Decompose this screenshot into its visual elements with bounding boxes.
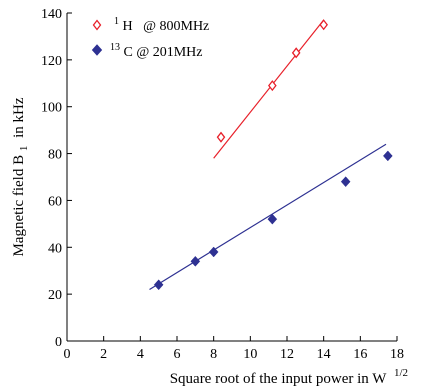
y-ticks: 0 20 40 60 80 100 120 140 (41, 7, 72, 350)
fit-line-h1 (213, 19, 325, 159)
y-axis-title-sub: 1 (18, 146, 30, 152)
legend-marker-c13 (91, 44, 103, 56)
data-point-c13 (267, 213, 278, 225)
x-tick-label: 16 (353, 347, 367, 362)
y-axis-title-unit: in kHz (11, 97, 27, 138)
legend-marker-h1 (92, 19, 102, 31)
x-tick-label: 18 (390, 347, 404, 362)
legend-item-h1: 1 H @ 800MHz (92, 13, 209, 34)
legend-text-c13: 13 C @ 201MHz (110, 39, 203, 60)
x-tick-label: 0 (64, 347, 71, 362)
data-point-c13 (382, 150, 393, 162)
x-tick-label: 6 (174, 347, 181, 362)
y-tick-label: 120 (41, 54, 62, 69)
data-point-c13 (153, 279, 164, 291)
x-axis-title-main: Square root of the input power in W (170, 371, 388, 387)
legend-h1-label: H @ 800MHz (123, 19, 210, 34)
x-ticks: 0 2 4 6 8 10 12 14 16 18 (64, 336, 404, 362)
data-point-c13 (340, 176, 351, 188)
axes: 0 2 4 6 8 10 12 14 16 18 0 20 40 60 80 100 120 140 (41, 7, 404, 362)
y-tick-label: 20 (48, 288, 62, 303)
y-tick-label: 140 (41, 7, 62, 22)
data-point-c13 (208, 246, 219, 258)
legend-item-c13: 13 C @ 201MHz (91, 39, 203, 60)
legend-c13-label: C @ 201MHz (124, 45, 203, 60)
y-axis-title: Magnetic field B 1 in kHz (11, 97, 31, 256)
x-tick-label: 4 (137, 347, 144, 362)
data-point-h1 (291, 47, 301, 59)
data-point-h1 (216, 131, 226, 143)
legend-h1-sup: 1 (114, 16, 119, 27)
x-tick-label: 14 (317, 347, 331, 362)
x-tick-label: 2 (100, 347, 107, 362)
y-tick-label: 80 (48, 148, 62, 163)
x-tick-label: 10 (243, 347, 257, 362)
x-axis-title-sup: 1/2 (394, 367, 408, 379)
data-point-h1 (319, 19, 328, 31)
legend-text-h1: 1 H @ 800MHz (114, 13, 209, 34)
y-axis-title-main: Magnetic field B (11, 155, 27, 257)
y-tick-label: 60 (48, 194, 62, 209)
data-points (153, 19, 393, 291)
x-axis-title: Square root of the input power in W 1/2 (170, 367, 408, 387)
fit-line-c13 (149, 143, 387, 290)
x-tick-label: 12 (280, 347, 294, 362)
legend-c13-sup: 13 (110, 42, 120, 53)
y-tick-label: 40 (48, 241, 62, 256)
fit-lines (149, 19, 387, 290)
x-tick-label: 8 (210, 347, 217, 362)
y-tick-label: 0 (55, 335, 62, 350)
legend: 1 H @ 800MHz 13 C @ 201MHz (91, 13, 209, 60)
y-tick-label: 100 (41, 101, 62, 116)
data-point-c13 (190, 255, 201, 267)
data-point-h1 (268, 80, 277, 92)
